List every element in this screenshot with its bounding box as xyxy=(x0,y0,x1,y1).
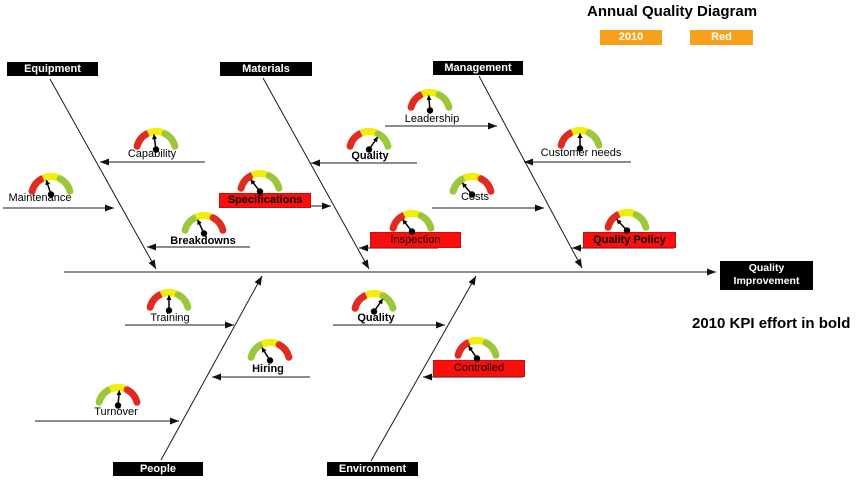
gauge-icon-capability xyxy=(130,124,182,155)
gauge-icon-turnover xyxy=(92,380,144,411)
factor-label-quality-environment: Quality xyxy=(357,312,395,324)
factor-label-turnover: Turnover xyxy=(94,406,138,418)
factor-label-breakdowns: Breakdowns xyxy=(170,235,236,247)
factor-label-quality-materials: Quality xyxy=(351,150,389,162)
gauge-icon-breakdowns xyxy=(178,208,230,239)
gauge-icon-training xyxy=(143,285,195,316)
factor-redbox-specifications: Specifications xyxy=(219,193,311,208)
environment-branch-line xyxy=(370,275,477,462)
gauge-icon-inspection xyxy=(386,206,438,237)
gauge-icon-quality-environment xyxy=(348,286,400,317)
effect-label-line1: Quality xyxy=(748,262,785,274)
factor-redbox-controlled: Controlled xyxy=(433,360,525,377)
equipment-branch-line xyxy=(49,78,157,270)
factor-label-training: Training xyxy=(150,312,190,324)
gauge-icon-controlled xyxy=(451,333,503,364)
gauge-icon-maintenance xyxy=(25,169,77,200)
people-branch-line xyxy=(160,275,263,461)
effect-box-quality-improvement: Quality Improvement xyxy=(720,261,813,290)
factor-label-leadership: Leadership xyxy=(404,113,460,125)
gauge-icon-customer-needs xyxy=(554,123,606,154)
category-box-equipment: Equipment xyxy=(7,62,98,76)
gauge-icon-costs xyxy=(446,169,498,200)
gauge-icon-quality-materials xyxy=(343,124,395,155)
category-box-management: Management xyxy=(433,61,523,75)
kpi-note-text: 2010 KPI effort in bold xyxy=(692,315,851,332)
factor-label-maintenance: Maintenance xyxy=(8,192,72,204)
management-branch-line xyxy=(478,75,583,269)
gauge-icon-specifications xyxy=(234,166,286,197)
factor-label-capability: Capability xyxy=(127,148,177,160)
gauge-icon-leadership xyxy=(404,85,456,116)
category-box-materials: Materials xyxy=(220,62,312,76)
gauge-icon-hiring xyxy=(244,335,296,366)
category-box-people: People xyxy=(113,462,203,476)
page-title: Annual Quality Diagram xyxy=(587,3,758,20)
color-filter-button[interactable]: Red xyxy=(690,30,753,45)
gauge-icon-quality-policy xyxy=(601,205,653,236)
effect-label-line2: Improvement xyxy=(733,275,800,287)
factor-label-customer-needs: Customer needs xyxy=(540,147,622,159)
factor-redbox-quality-policy: Quality Policy xyxy=(583,232,676,248)
factor-label-hiring: Hiring xyxy=(252,363,284,375)
category-box-environment: Environment xyxy=(327,462,418,476)
materials-branch-line xyxy=(262,77,370,270)
factor-redbox-inspection: Inspection xyxy=(370,232,461,248)
year-filter-button[interactable]: 2010 xyxy=(600,30,662,45)
factor-label-costs: Costs xyxy=(460,191,490,203)
